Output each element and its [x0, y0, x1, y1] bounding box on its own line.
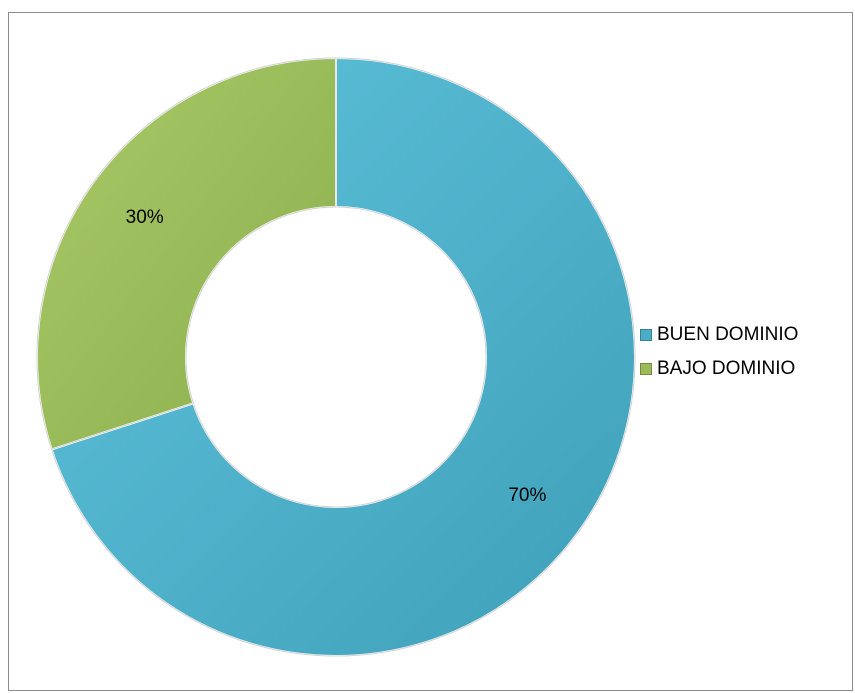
slices-group — [36, 56, 636, 657]
slice-outline-buen-dominio — [51, 57, 636, 657]
legend-swatch-bajo-dominio — [640, 363, 652, 375]
labels-group: 70% 30% — [126, 207, 547, 506]
legend-item-buen-dominio: BUEN DOMINIO — [640, 320, 798, 350]
slice-outline-bajo-dominio — [36, 57, 337, 451]
legend-swatch-buen-dominio — [640, 329, 652, 341]
slice-bajo-dominio — [36, 56, 337, 451]
data-label-bajo-dominio: 30% — [126, 207, 164, 228]
data-label-buen-dominio: 70% — [508, 485, 546, 506]
legend-item-bajo-dominio: BAJO DOMINIO — [640, 354, 798, 384]
legend-label-bajo-dominio: BAJO DOMINIO — [657, 358, 796, 379]
legend-label-buen-dominio: BUEN DOMINIO — [657, 324, 799, 345]
legend: BUEN DOMINIO BAJO DOMINIO — [640, 320, 798, 388]
slice-buen-dominio — [50, 56, 636, 657]
